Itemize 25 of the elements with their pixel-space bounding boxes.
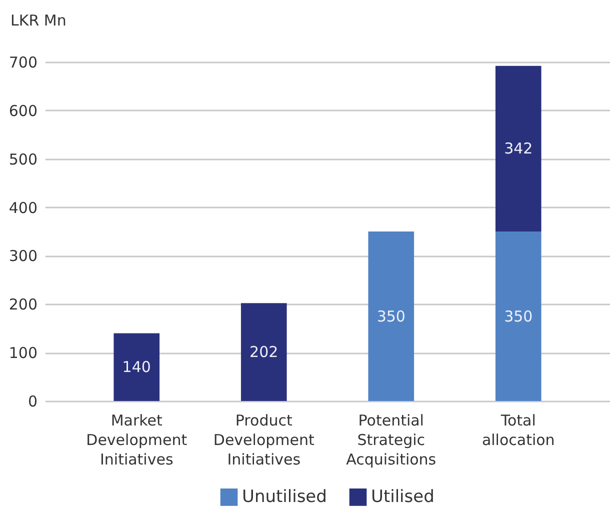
y-tick-label: 400	[8, 198, 38, 217]
legend-label: Utilised	[371, 487, 434, 508]
data-label: 202	[250, 343, 278, 362]
data-label: 342	[504, 140, 533, 158]
data-label: 350	[376, 307, 406, 326]
bar	[495, 232, 542, 401]
y-tick-label: 500	[8, 150, 38, 168]
bar	[240, 303, 287, 401]
data-label: 350	[504, 307, 533, 326]
y-tick-label: 700	[8, 54, 38, 72]
y-tick-label: 600	[8, 102, 38, 120]
y-tick-label: 0	[28, 392, 38, 410]
x-tick-label: Potential Strategic Acquisitions	[346, 412, 436, 468]
y-tick-label: 300	[8, 247, 38, 266]
x-tick-label: Product Development Initiatives	[213, 412, 314, 468]
bar	[114, 333, 160, 401]
y-tick-label: 200	[8, 296, 38, 314]
bar	[495, 66, 542, 232]
x-tick-label: Market Development Initiatives	[86, 412, 188, 468]
y-tick-label: 100	[8, 344, 38, 362]
y-axis-title: LKR Mn	[10, 12, 66, 30]
legend-label: Unutilised	[242, 487, 327, 508]
bar	[368, 232, 414, 401]
data-label: 140	[122, 358, 151, 376]
x-tick-label: Total allocation	[482, 412, 555, 449]
